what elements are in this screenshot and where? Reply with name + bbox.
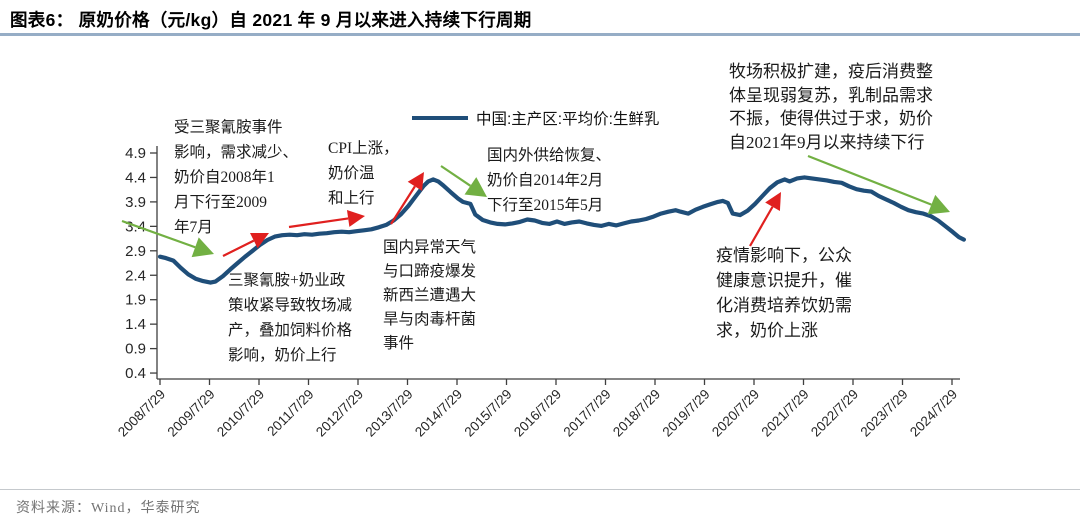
red-arrow-shaft <box>222 239 255 257</box>
x-tick-label: 2023/7/29 <box>858 387 911 440</box>
y-tick-label: 0.4 <box>125 365 146 382</box>
y-tick-label: 2.9 <box>125 243 146 260</box>
legend-line-swatch <box>412 116 468 120</box>
legend-label: 中国:主产区:平均价:生鲜乳 <box>476 111 660 128</box>
x-tick-label: 2013/7/29 <box>363 387 416 440</box>
green-arrowhead <box>927 194 950 215</box>
green-arrow-shaft <box>121 219 196 249</box>
x-tick-label: 2016/7/29 <box>511 387 564 440</box>
x-tick-label: 2021/7/29 <box>759 387 812 440</box>
red-arrow-shaft <box>288 217 349 229</box>
green-arrowhead <box>191 237 214 258</box>
y-tick-label: 4.4 <box>125 169 146 186</box>
figure-title: 图表6： 原奶价格（元/kg）自 2021 年 9 月以来进入持续下行周期 <box>10 10 532 30</box>
annotation-cpi-rise: CPI上涨， 奶价温 和上行 <box>328 140 399 207</box>
y-tick-label: 1.9 <box>125 292 146 309</box>
x-tick-label: 2008/7/29 <box>115 387 168 440</box>
green-arrow-shaft <box>807 154 932 206</box>
milk-price-line <box>157 175 967 285</box>
y-tick-label: 1.4 <box>125 316 146 333</box>
x-tick-label: 2012/7/29 <box>313 387 366 440</box>
annotation-policy-tightening: 三聚氰胺+奶业政 策收紧导致牧场减 产，叠加饲料价格 影响，奶价上行 <box>228 272 353 364</box>
x-tick-label: 2009/7/29 <box>165 387 218 440</box>
red-arrowhead <box>346 210 365 227</box>
annotation-supply-recovery: 国内外供给恢复、 奶价自2014年2月 下行至2015年5月 <box>487 147 612 214</box>
red-arrow-shaft <box>390 185 416 225</box>
x-tick-label: 2014/7/29 <box>412 387 465 440</box>
y-tick-label: 0.9 <box>125 341 146 358</box>
y-tick-label: 3.9 <box>125 194 146 211</box>
green-arrowhead <box>464 177 487 197</box>
title-divider <box>0 33 1080 36</box>
chart-legend: 中国:主产区:平均价:生鲜乳 <box>412 107 659 129</box>
x-tick-label: 2011/7/29 <box>264 387 316 439</box>
source-note: 资料来源：Wind，华泰研究 <box>16 501 201 516</box>
x-tick-label: 2017/7/29 <box>561 387 614 440</box>
annotation-farm-expansion: 牧场积极扩建，疫后消费整 体呈现弱复苏，乳制品需求 不振，使得供过于求，奶价 自… <box>729 62 933 152</box>
y-tick-label: 4.9 <box>125 145 146 162</box>
annotation-weather-events: 国内异常天气 与口蹄疫爆发 新西兰遭遇大 旱与肉毒杆菌 事件 <box>383 239 477 352</box>
x-tick-label: 2015/7/29 <box>462 387 515 440</box>
annotation-melamine-decline: 受三聚氰胺事件 影响，需求减少、 奶价自2008年1 月下行至2009 年7月 <box>174 119 299 236</box>
y-tick-label: 2.4 <box>125 267 146 284</box>
x-tick-label: 2024/7/29 <box>907 387 960 440</box>
footer-divider <box>0 489 1080 490</box>
x-tick-label: 2018/7/29 <box>610 387 663 440</box>
green-arrow-shaft <box>440 165 472 187</box>
x-tick-label: 2010/7/29 <box>214 387 267 440</box>
x-tick-label: 2022/7/29 <box>808 387 861 440</box>
red-arrow-shaft <box>749 206 774 247</box>
annotation-covid-demand: 疫情影响下，公众 健康意识提升，催 化消费培养饮奶需 求，奶价上涨 <box>716 246 852 340</box>
red-arrowhead <box>765 192 781 211</box>
x-tick-label: 2020/7/29 <box>709 387 762 440</box>
red-arrowhead <box>249 233 269 249</box>
x-tick-label: 2019/7/29 <box>660 387 713 440</box>
red-arrowhead <box>407 172 424 191</box>
